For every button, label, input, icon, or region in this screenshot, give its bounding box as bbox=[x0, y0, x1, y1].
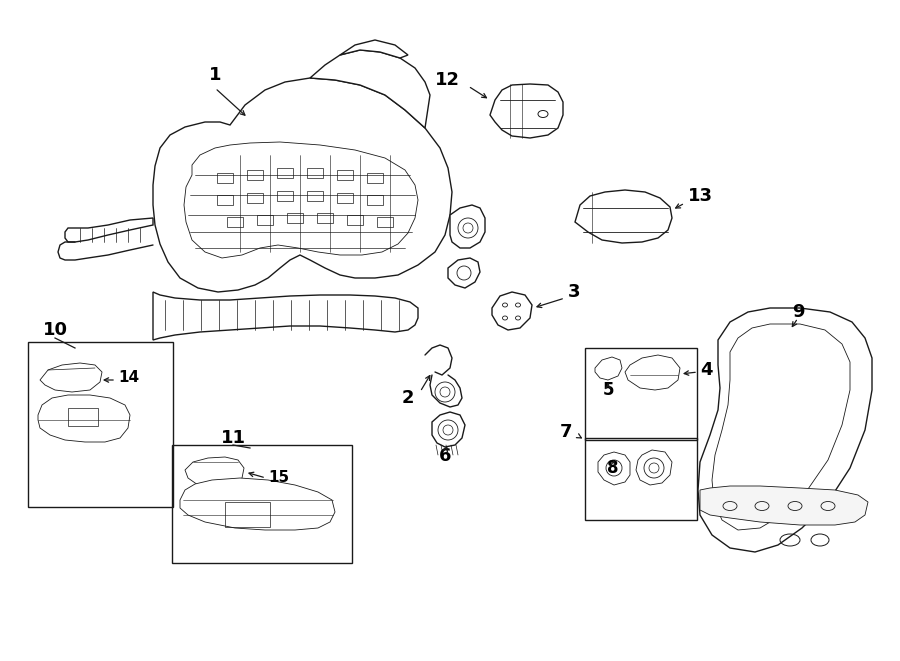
Bar bbox=[347, 215, 363, 225]
Bar bbox=[317, 213, 333, 223]
Bar bbox=[217, 195, 233, 205]
Text: 5: 5 bbox=[602, 381, 614, 399]
Polygon shape bbox=[450, 205, 485, 248]
Polygon shape bbox=[153, 292, 418, 340]
Polygon shape bbox=[185, 457, 244, 487]
Bar bbox=[68, 408, 98, 426]
Polygon shape bbox=[595, 357, 622, 380]
Text: 2: 2 bbox=[401, 389, 414, 407]
Polygon shape bbox=[432, 412, 465, 447]
Bar bbox=[225, 502, 270, 527]
Bar bbox=[217, 173, 233, 183]
Bar bbox=[287, 213, 303, 223]
Text: 11: 11 bbox=[220, 429, 246, 447]
Bar bbox=[247, 170, 263, 180]
Bar bbox=[172, 445, 352, 563]
Polygon shape bbox=[448, 258, 480, 288]
Polygon shape bbox=[700, 486, 868, 525]
Text: 4: 4 bbox=[700, 361, 713, 379]
Bar bbox=[307, 191, 323, 201]
Text: 8: 8 bbox=[608, 459, 619, 477]
Polygon shape bbox=[180, 478, 335, 530]
Polygon shape bbox=[636, 450, 672, 485]
Polygon shape bbox=[492, 292, 532, 330]
Bar bbox=[367, 173, 383, 183]
Bar bbox=[337, 170, 353, 180]
Text: 9: 9 bbox=[792, 303, 805, 321]
Polygon shape bbox=[38, 395, 130, 442]
Bar bbox=[257, 215, 273, 225]
Polygon shape bbox=[698, 308, 872, 552]
Bar bbox=[307, 168, 323, 178]
Bar bbox=[337, 193, 353, 203]
Bar bbox=[277, 191, 293, 201]
Polygon shape bbox=[490, 84, 563, 138]
Polygon shape bbox=[575, 190, 672, 243]
Polygon shape bbox=[40, 363, 102, 392]
Bar bbox=[367, 195, 383, 205]
Text: 7: 7 bbox=[560, 423, 572, 441]
Polygon shape bbox=[184, 142, 418, 258]
Bar bbox=[585, 438, 697, 520]
Text: 13: 13 bbox=[688, 187, 713, 205]
Polygon shape bbox=[153, 78, 452, 292]
Polygon shape bbox=[712, 324, 850, 530]
Bar bbox=[277, 168, 293, 178]
Bar bbox=[585, 348, 697, 440]
Polygon shape bbox=[625, 355, 680, 390]
Text: 6: 6 bbox=[439, 447, 451, 465]
Bar bbox=[28, 342, 173, 507]
Text: 1: 1 bbox=[209, 66, 221, 84]
Text: 12: 12 bbox=[435, 71, 460, 89]
Text: 15: 15 bbox=[268, 471, 289, 485]
Bar bbox=[227, 217, 243, 227]
Polygon shape bbox=[340, 40, 408, 58]
Text: 10: 10 bbox=[42, 321, 68, 339]
Text: 14: 14 bbox=[118, 371, 140, 385]
Polygon shape bbox=[598, 452, 630, 485]
Bar bbox=[247, 193, 263, 203]
Text: 3: 3 bbox=[568, 283, 580, 301]
Polygon shape bbox=[65, 218, 153, 242]
Polygon shape bbox=[310, 50, 430, 128]
Bar bbox=[377, 217, 393, 227]
